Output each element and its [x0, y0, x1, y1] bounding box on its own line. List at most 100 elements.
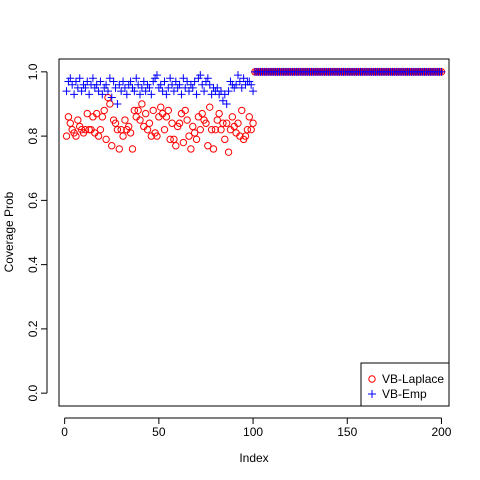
plus-point [196, 71, 205, 80]
plus-point [117, 87, 126, 96]
plus-point [145, 83, 154, 92]
circle-point [157, 103, 165, 111]
circle-point [209, 145, 218, 153]
plus-point [169, 87, 178, 96]
plus-point [136, 90, 145, 99]
circle-point [215, 109, 223, 118]
circle-point [249, 119, 257, 127]
plus-point [162, 90, 171, 99]
plus-point [143, 80, 152, 89]
plus-point [190, 77, 199, 86]
plus-point [194, 74, 203, 83]
plus-point [77, 87, 86, 96]
circle-point [202, 119, 210, 127]
plus-point [222, 99, 231, 108]
plus-point [185, 87, 193, 96]
circle-point [94, 132, 103, 140]
circle-point [211, 125, 220, 134]
x-tick-label: 50 [152, 425, 166, 439]
plus-point [179, 74, 188, 83]
plus-point [168, 80, 177, 89]
circle-point [192, 135, 201, 144]
circle-point [126, 129, 135, 137]
y-axis: 0.0 0.2 0.4 0.6 0.8 1.0 [26, 63, 48, 401]
plus-point [132, 74, 141, 83]
plus-point [113, 99, 122, 108]
plus-point [64, 77, 73, 86]
circle-point [62, 132, 71, 140]
plus-point [88, 74, 97, 83]
y-tick-label: 0.8 [26, 127, 40, 144]
legend-circle-marker [368, 375, 376, 383]
circle-point [119, 132, 127, 140]
plus-point [154, 83, 163, 92]
y-tick-label: 0.2 [26, 320, 40, 337]
circle-point [238, 106, 246, 115]
plus-point [71, 77, 80, 86]
plus-point [247, 80, 256, 89]
plus-point [115, 80, 124, 89]
plus-point [233, 71, 242, 80]
circle-point [115, 145, 123, 153]
plus-point [183, 77, 192, 86]
plus-point [232, 80, 241, 89]
circle-point [204, 142, 212, 150]
circle-point [160, 125, 169, 134]
plus-point [70, 90, 79, 99]
plus-point [188, 83, 197, 92]
data-points [62, 67, 446, 156]
circle-point [153, 132, 161, 140]
circle-point [149, 106, 157, 115]
circle-point [217, 125, 225, 134]
plus-point [92, 80, 101, 89]
plus-point [245, 77, 254, 86]
plus-point [226, 77, 235, 86]
plus-point [83, 77, 92, 86]
plot-frame [58, 58, 450, 407]
circle-point [113, 125, 122, 134]
circle-point [185, 132, 193, 140]
plus-point [224, 87, 233, 96]
circle-point [241, 132, 250, 140]
circle-point [96, 125, 105, 134]
circle-point [102, 135, 110, 144]
plus-point [198, 80, 207, 89]
plus-point [98, 90, 107, 99]
plus-point [235, 77, 244, 86]
circle-point [181, 106, 189, 115]
legend-plus-marker [368, 390, 376, 398]
y-axis-title: Coverage Prob [2, 191, 16, 272]
plus-point [173, 83, 182, 92]
circle-point [136, 116, 144, 124]
circle-point [213, 116, 221, 124]
plus-point [124, 80, 133, 89]
legend-box [360, 362, 450, 407]
plus-point [213, 83, 222, 92]
circle-point [143, 125, 152, 134]
circle-point [85, 125, 93, 134]
circle-point [219, 119, 227, 127]
circle-point [108, 142, 116, 150]
circle-point [83, 109, 91, 118]
legend-label: VB-Emp [382, 387, 427, 401]
plus-point [152, 71, 161, 80]
circle-point [222, 119, 231, 127]
y-tick-label: 0.0 [26, 384, 40, 401]
x-tick-label: 0 [61, 425, 68, 439]
plus-point [109, 77, 118, 86]
legend-label: VB-Laplace [382, 372, 444, 386]
plus-point [122, 90, 131, 99]
circle-point [72, 132, 80, 140]
plus-point [158, 87, 167, 96]
plus-point [102, 80, 111, 89]
circle-point [243, 125, 252, 134]
y-tick-label: 0.4 [26, 256, 40, 273]
circle-point [172, 142, 180, 150]
plus-point [217, 87, 226, 96]
circle-point [100, 106, 108, 115]
x-tick-label: 200 [431, 425, 451, 439]
circle-point [162, 113, 171, 121]
plus-point [68, 80, 77, 89]
plus-point [111, 83, 120, 92]
plus-point [103, 87, 112, 96]
